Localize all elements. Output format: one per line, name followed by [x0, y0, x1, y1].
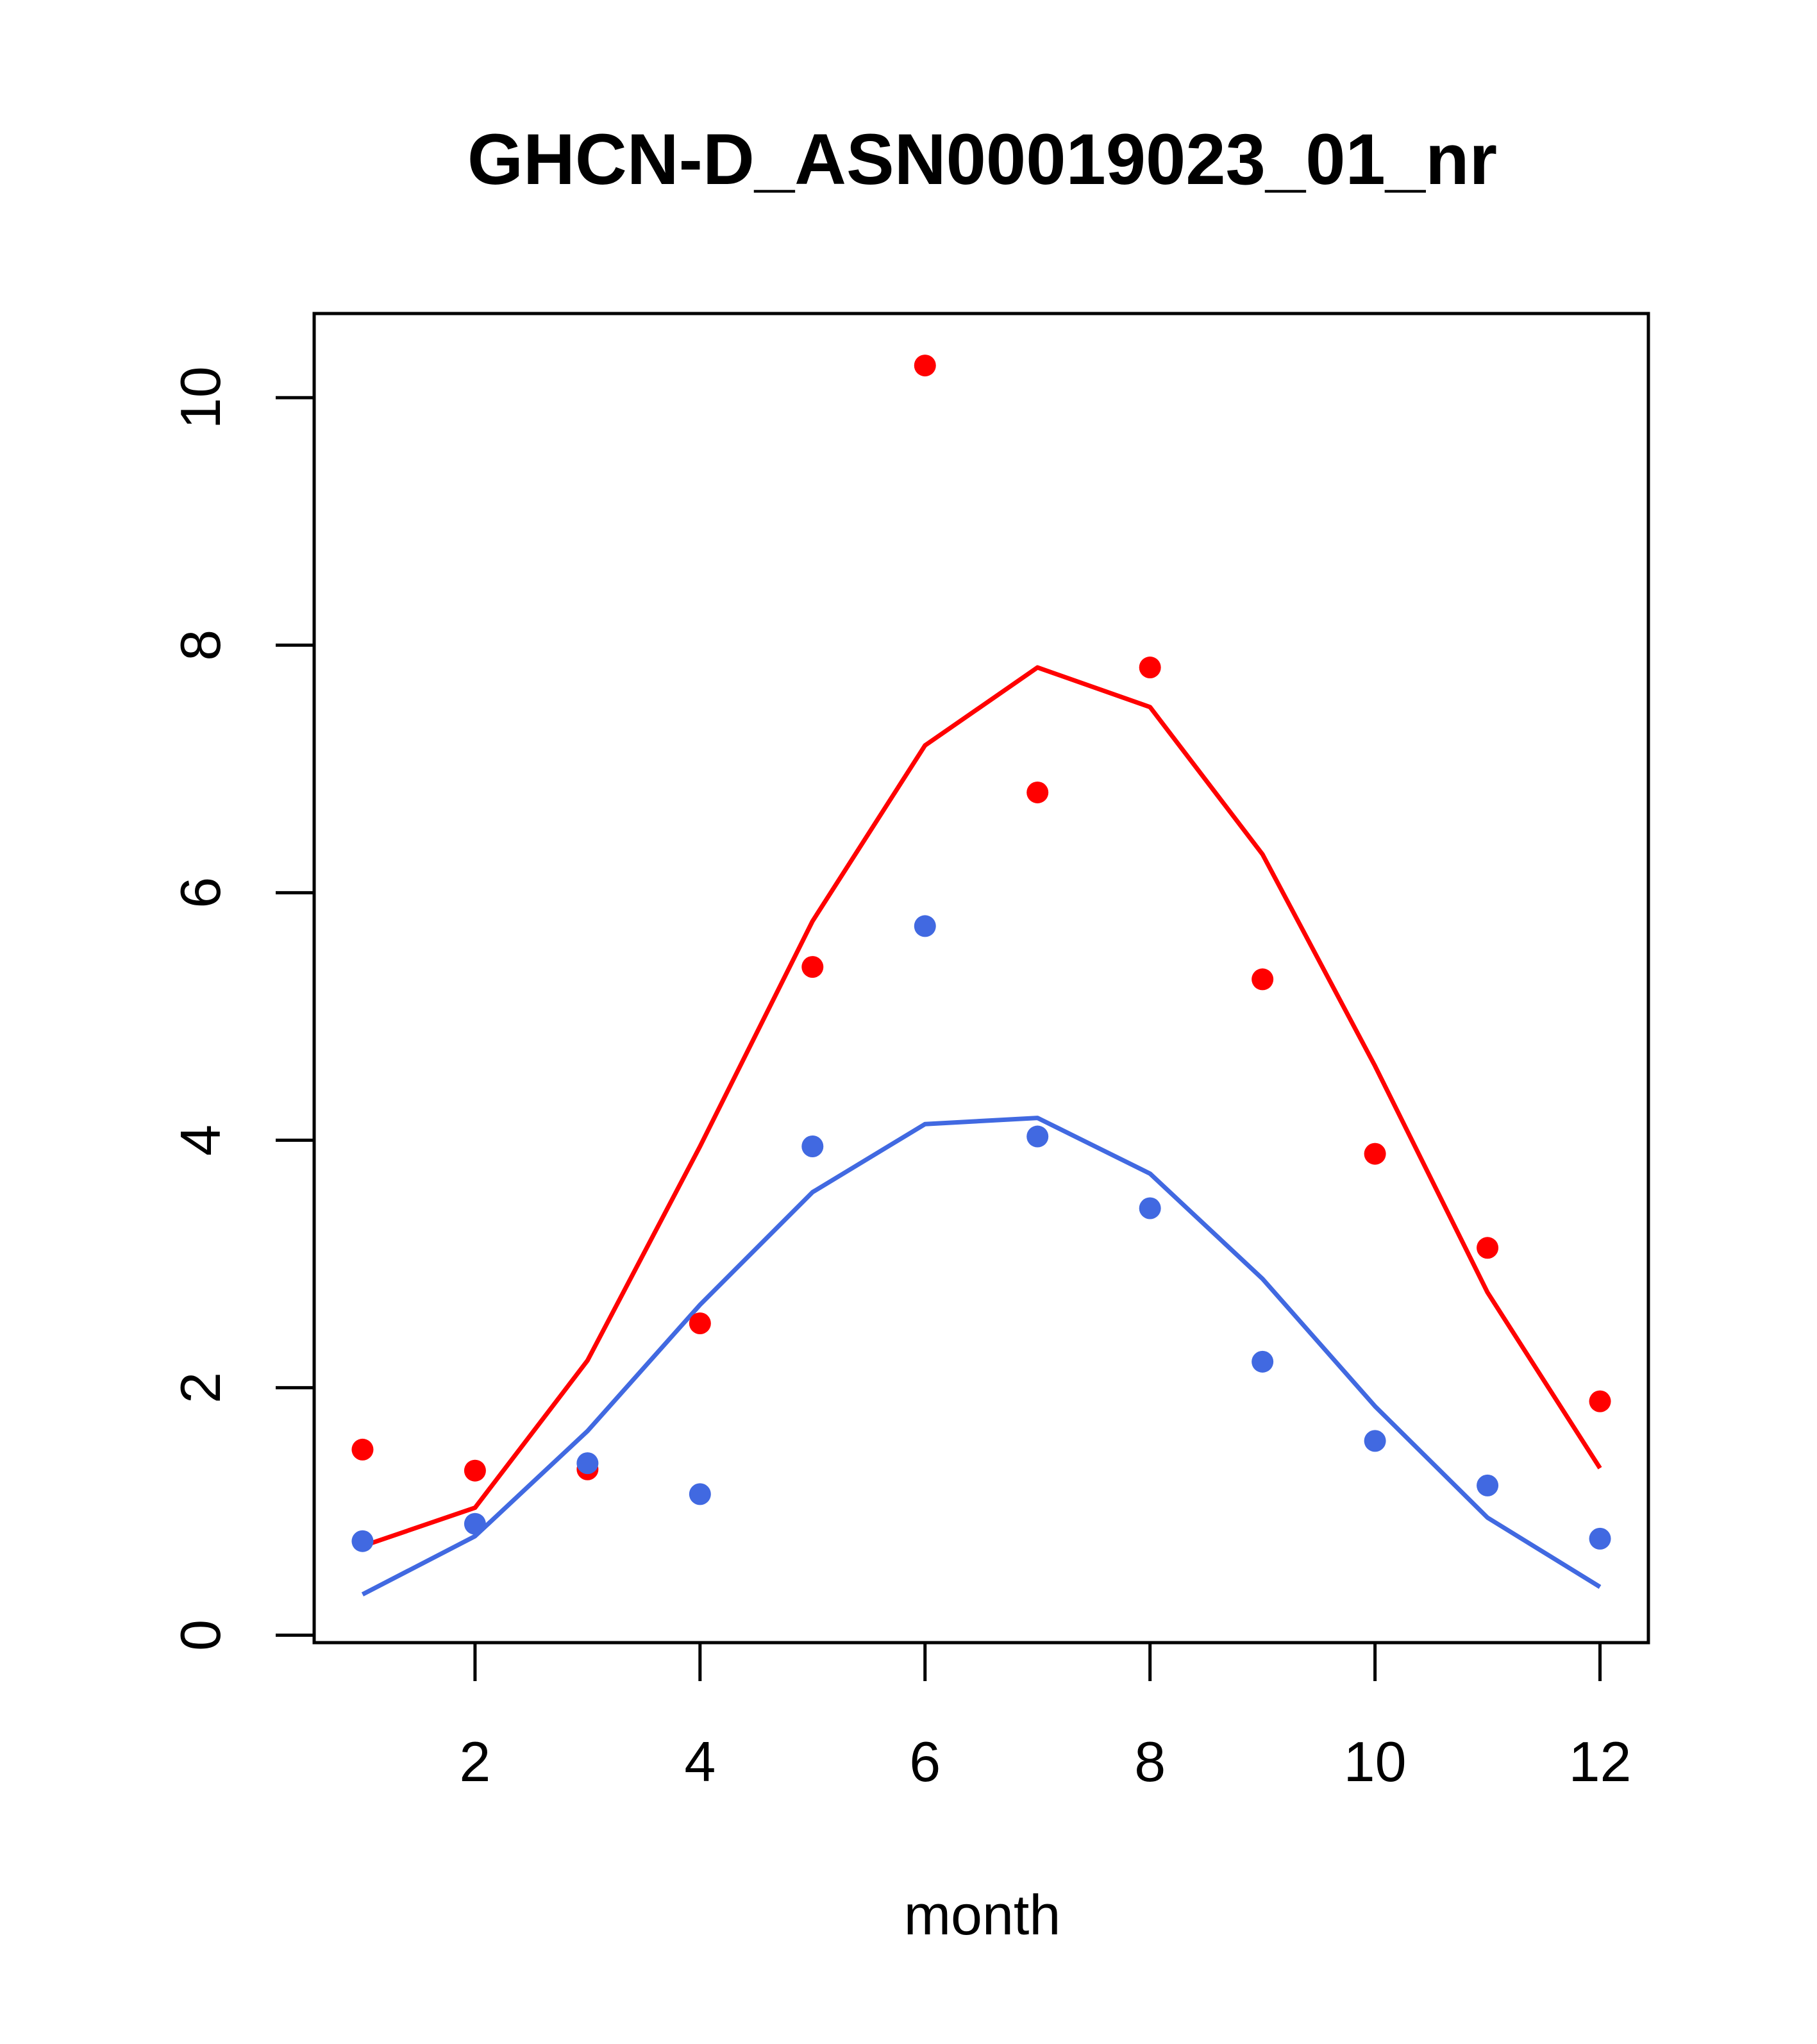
data-point: [914, 915, 936, 937]
data-point: [464, 1459, 486, 1482]
x-tick-label: 2: [459, 1730, 490, 1793]
data-point: [1364, 1143, 1386, 1165]
data-point: [1252, 968, 1274, 991]
data-point: [1364, 1430, 1386, 1452]
data-point: [351, 1530, 374, 1552]
data-point: [689, 1312, 711, 1335]
data-point: [1026, 1125, 1049, 1148]
data-point: [1139, 657, 1161, 679]
data-point: [1589, 1390, 1611, 1412]
y-axis: 0 2 4 6 8 10: [169, 366, 316, 1651]
data-point: [1252, 1350, 1274, 1373]
data-point: [351, 1438, 374, 1461]
x-tick-label: 12: [1569, 1730, 1632, 1793]
fit-line: [362, 665, 1602, 1548]
fit-line: [361, 1116, 1602, 1596]
series-layer: [351, 355, 1611, 1596]
chart-title: GHCN-D_ASN00019023_01_nr: [467, 119, 1497, 199]
x-tick-label: 10: [1344, 1730, 1407, 1793]
data-point: [689, 1483, 711, 1505]
data-point: [1477, 1237, 1499, 1259]
x-tick-label: 4: [684, 1730, 716, 1793]
data-point: [1589, 1527, 1611, 1550]
y-tick-label: 0: [169, 1620, 232, 1651]
y-tick-label: 2: [169, 1372, 232, 1403]
data-point: [576, 1452, 599, 1475]
data-point: [1026, 781, 1049, 803]
data-point: [914, 355, 936, 377]
data-point: [464, 1512, 486, 1535]
data-point: [1139, 1197, 1161, 1219]
plot-frame: [312, 312, 1650, 1645]
data-point: [801, 1135, 824, 1158]
y-tick-label: 4: [169, 1125, 232, 1156]
y-tick-label: 8: [169, 630, 232, 661]
y-tick-label: 10: [169, 366, 232, 429]
x-axis: 2 4 6 8 10 12: [459, 1641, 1632, 1793]
data-point: [801, 956, 824, 978]
y-tick-label: 6: [169, 877, 232, 909]
x-tick-label: 8: [1134, 1730, 1166, 1793]
x-axis-label: month: [904, 1883, 1061, 1947]
data-point: [1477, 1474, 1499, 1496]
x-tick-label: 6: [909, 1730, 941, 1793]
